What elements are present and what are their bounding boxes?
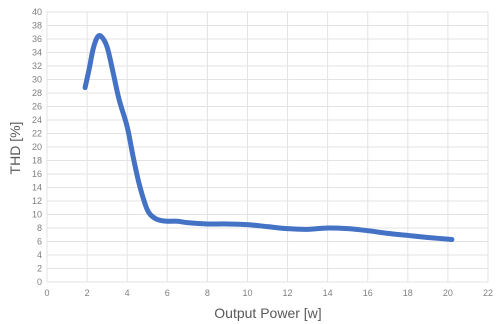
x-tick-label: 14 [323,288,333,298]
x-tick-label: 16 [363,288,373,298]
y-tick-label: 4 [37,250,42,260]
y-tick-label: 34 [32,48,42,58]
x-tick-label: 0 [44,288,49,298]
y-axis-title: THD [%] [7,122,23,175]
y-tick-label: 6 [37,237,42,247]
x-tick-label: 10 [242,288,252,298]
x-tick-label: 6 [165,288,170,298]
y-tick-label: 20 [32,142,42,152]
x-tick-label: 22 [483,288,493,298]
y-tick-label: 2 [37,264,42,274]
y-tick-label: 28 [32,88,42,98]
thd-series-line [82,32,455,242]
y-tick-label: 16 [32,169,42,179]
y-tick-label: 8 [37,223,42,233]
y-tick-label: 30 [32,75,42,85]
x-tick-label: 4 [125,288,130,298]
grid-layer [46,11,489,283]
x-tick-label: 2 [85,288,90,298]
x-axis-title: Output Power [w] [214,305,321,321]
y-tick-label: 0 [37,277,42,287]
y-tick-label: 24 [32,115,42,125]
y-tick-label: 36 [32,34,42,44]
y-tick-label: 12 [32,196,42,206]
y-tick-label: 40 [32,7,42,17]
y-tick-label: 26 [32,102,42,112]
y-tick-label: 14 [32,183,42,193]
series-layer [82,32,455,242]
x-tick-label: 12 [283,288,293,298]
y-tick-label: 32 [32,61,42,71]
y-tick-label: 22 [32,129,42,139]
x-tick-label: 20 [443,288,453,298]
x-tick-label: 8 [205,288,210,298]
x-tick-label: 18 [403,288,413,298]
y-tick-label: 10 [32,210,42,220]
y-tick-label: 38 [32,21,42,31]
y-tick-label: 18 [32,156,42,166]
